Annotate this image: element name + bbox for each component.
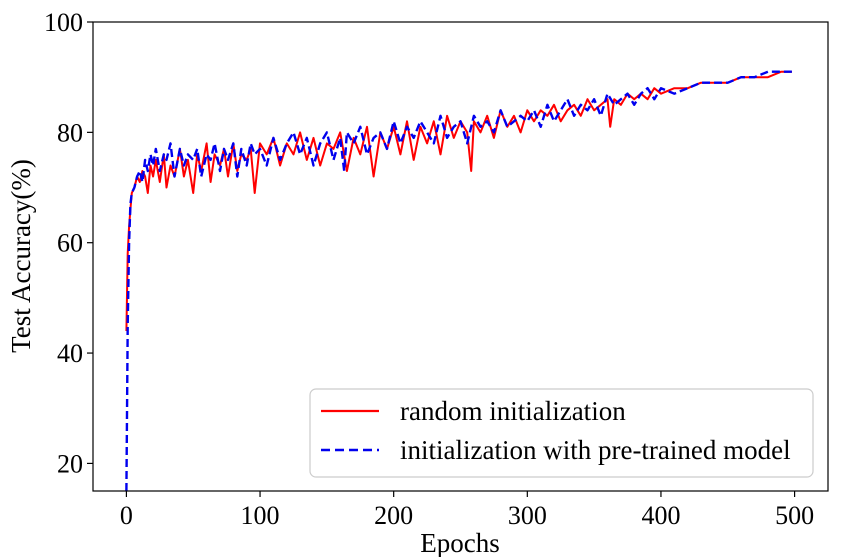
y-tick-label: 60 xyxy=(57,229,83,258)
ticks-layer: 0 100 200 300 400 500 20 40 60 80 100 xyxy=(44,8,814,530)
x-tick-label: 300 xyxy=(508,501,547,530)
legend-box xyxy=(309,388,814,478)
x-tick-label: 100 xyxy=(241,501,280,530)
y-axis-label: Test Accuracy(%) xyxy=(6,159,36,353)
x-axis-label: Epochs xyxy=(420,528,499,557)
y-tick-label: 100 xyxy=(44,8,83,37)
legend: random initialization initialization wit… xyxy=(309,388,814,478)
legend-label-random: random initialization xyxy=(400,396,626,426)
plot-frame xyxy=(92,21,829,492)
x-tick-label: 500 xyxy=(775,501,814,530)
x-tick-label: 400 xyxy=(641,501,680,530)
y-tick-label: 20 xyxy=(57,449,83,478)
series-line-pretrained-init xyxy=(125,70,792,492)
y-tick-label: 80 xyxy=(57,118,83,147)
x-tick-label: 200 xyxy=(374,501,413,530)
legend-label-pretrained: initialization with pre-trained model xyxy=(400,435,791,465)
y-tick-label: 40 xyxy=(57,339,83,368)
series-line-random-init xyxy=(125,70,792,332)
series-layer xyxy=(125,70,792,492)
x-tick-label: 0 xyxy=(120,501,133,530)
